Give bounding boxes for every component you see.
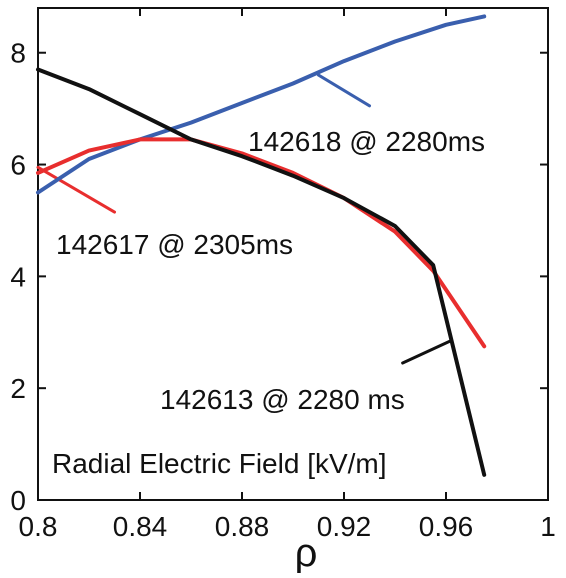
y-tick-label: 8 [10, 38, 26, 69]
annotation-leader-line [36, 165, 116, 214]
x-tick-label: 0.84 [113, 511, 168, 542]
y-tick-label: 4 [10, 261, 26, 292]
y-tick-label: 6 [10, 150, 26, 181]
annotation-leader-line [401, 339, 453, 365]
y-tick-label: 2 [10, 373, 26, 404]
plot-area: 0.8 0.84 0.88 0.92 0.96 1 0 2 4 6 8 [10, 7, 556, 542]
annotation-142613: 142613 @ 2280 ms [160, 384, 405, 415]
x-tick-label: 1 [540, 511, 556, 542]
x-tick-label: 0.8 [19, 511, 58, 542]
y-tick-label: 0 [10, 485, 26, 516]
field-quantity-label: Radial Electric Field [kV/m] [52, 448, 387, 479]
annotation-142618: 142618 @ 2280ms [248, 126, 485, 157]
annotation-142617: 142617 @ 2305ms [56, 229, 293, 260]
x-axis-label: ρ [295, 531, 318, 573]
x-tick-label: 0.88 [215, 511, 270, 542]
series-142613-line [36, 67, 487, 477]
annotation-leader-line [317, 73, 371, 108]
x-tick-label: 0.96 [419, 511, 474, 542]
x-tick-label: 0.92 [317, 511, 372, 542]
plot-frame [37, 7, 549, 501]
series-142618-line [36, 14, 487, 195]
series-142617-line [36, 137, 487, 349]
